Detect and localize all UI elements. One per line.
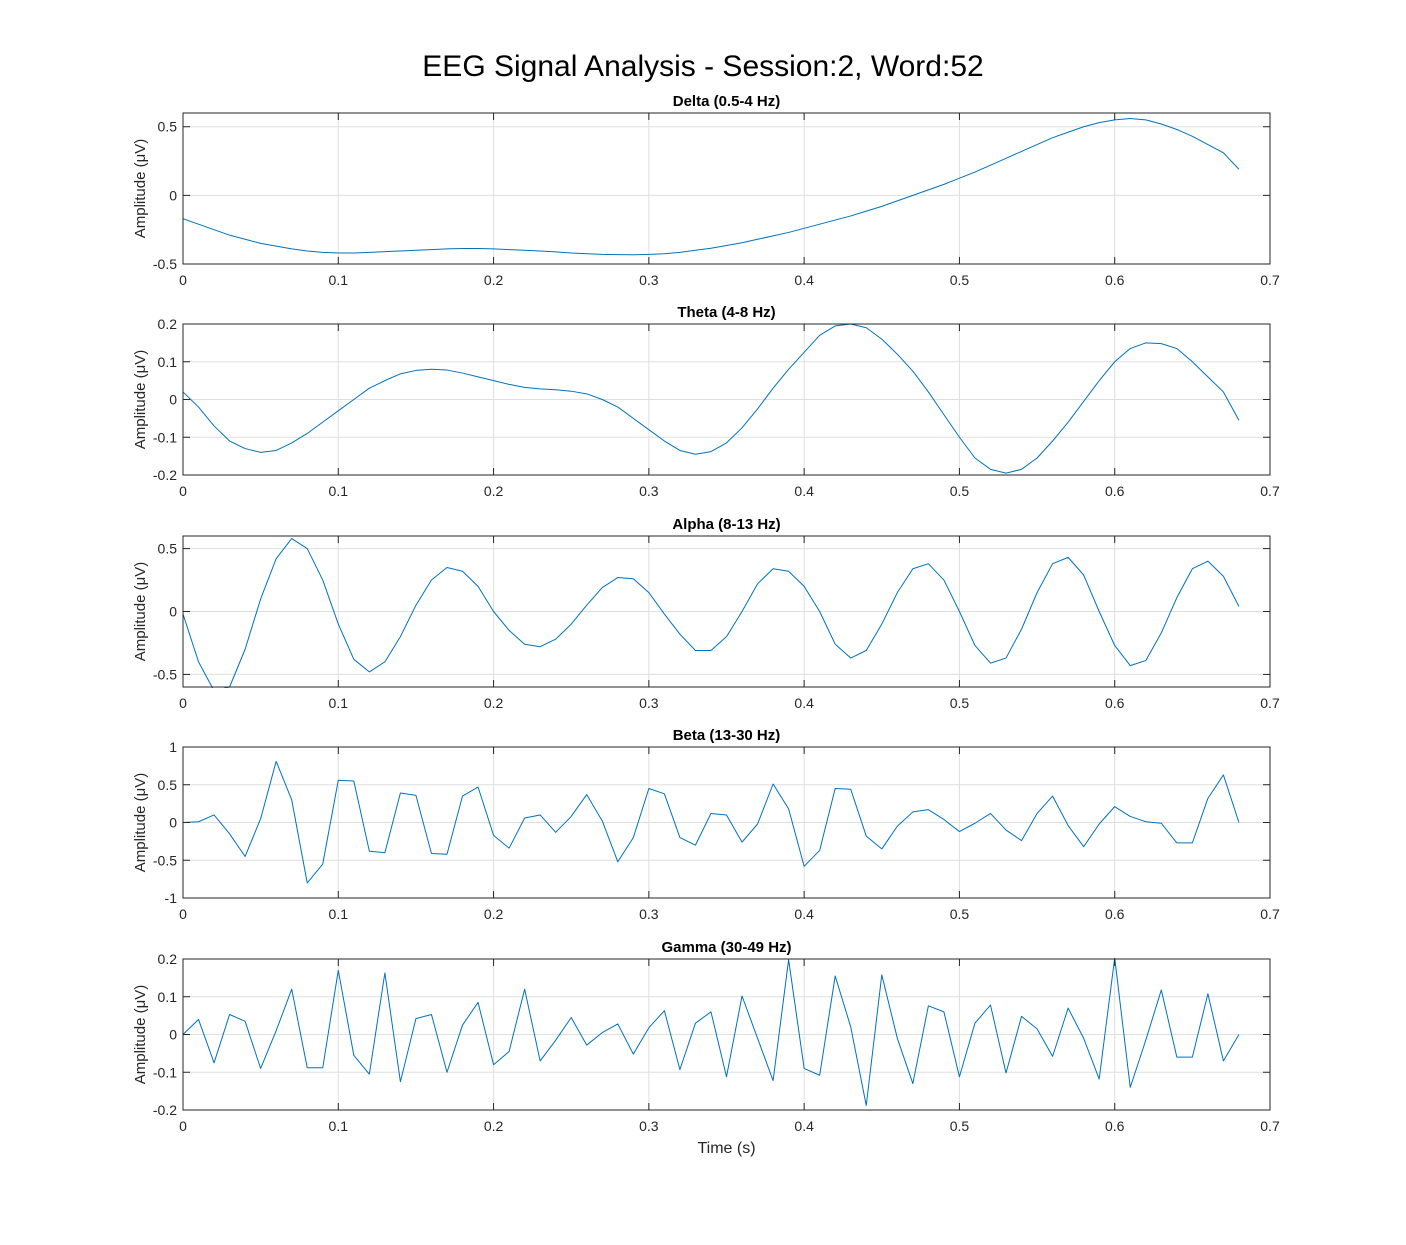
x-tick-label: 0.2 xyxy=(484,272,504,288)
y-tick-label: 0 xyxy=(169,392,177,408)
y-tick-label: 1 xyxy=(169,739,177,755)
x-tick-label: 0.7 xyxy=(1260,695,1280,711)
subplot-title: Beta (13-30 Hz) xyxy=(673,727,781,744)
x-tick-label: 0.7 xyxy=(1260,483,1280,499)
series-line-0 xyxy=(183,323,1240,474)
x-tick-label: 0.3 xyxy=(639,483,659,499)
y-tick-label: 0 xyxy=(169,187,177,203)
x-tick-label: 0.4 xyxy=(794,695,814,711)
subplot-title: Delta (0.5-4 Hz) xyxy=(673,93,781,110)
x-tick-label: 0.4 xyxy=(794,272,814,288)
subplot-3: 0 0.1 0.2 0.3 0.4 0.5 0.6 0.7 -1 -0.5 0 0.5 1 Beta (1… xyxy=(132,727,1280,922)
y-tick-label: 0.5 xyxy=(158,541,178,557)
series-line-0 xyxy=(183,117,1240,256)
x-tick-label: 0.6 xyxy=(1105,695,1125,711)
x-tick-label: 0 xyxy=(179,906,187,922)
y-tick-label: -0.5 xyxy=(153,666,177,682)
plot-area xyxy=(183,113,1270,264)
x-tick-label: 0.5 xyxy=(950,906,970,922)
x-tick-label: 0.5 xyxy=(950,1118,970,1134)
y-tick-label: 0.2 xyxy=(158,951,178,967)
y-tick-label: 0.5 xyxy=(158,119,178,135)
y-tick-label: -0.5 xyxy=(153,852,177,868)
y-tick-label: -0.2 xyxy=(153,467,177,483)
x-tick-label: 0.2 xyxy=(484,1118,504,1134)
x-tick-label: 0.3 xyxy=(639,272,659,288)
y-tick-label: -0.2 xyxy=(153,1102,177,1118)
x-axis-label: Time (s) xyxy=(697,1140,755,1157)
subplot-4: 0 0.1 0.2 0.3 0.4 0.5 0.6 0.7 -0.2 -0.1 0 0.1 0.2 Gam… xyxy=(132,939,1280,1157)
y-tick-label: 0.1 xyxy=(158,989,178,1005)
y-tick-label: 0.2 xyxy=(158,316,178,332)
x-tick-label: 0.7 xyxy=(1260,906,1280,922)
series-line-0 xyxy=(183,538,1240,688)
x-tick-label: 0.2 xyxy=(484,695,504,711)
x-tick-label: 0.1 xyxy=(329,1118,349,1134)
x-tick-label: 0.2 xyxy=(484,906,504,922)
y-axis-label: Amplitude (μV) xyxy=(132,773,149,873)
y-tick-label: -0.1 xyxy=(153,429,177,445)
y-axis-label: Amplitude (μV) xyxy=(132,562,149,662)
x-tick-label: 0 xyxy=(179,483,187,499)
y-tick-label: 0.5 xyxy=(158,777,178,793)
x-tick-label: 0.6 xyxy=(1105,906,1125,922)
x-tick-label: 0.1 xyxy=(329,483,349,499)
y-tick-label: 0.1 xyxy=(158,354,178,370)
x-tick-label: 0.1 xyxy=(329,272,349,288)
x-tick-label: 0.3 xyxy=(639,906,659,922)
subplot-title: Theta (4-8 Hz) xyxy=(677,304,775,321)
x-tick-label: 0.3 xyxy=(639,695,659,711)
y-axis-label: Amplitude (μV) xyxy=(132,985,149,1085)
x-tick-label: 0.2 xyxy=(484,483,504,499)
x-tick-label: 0.1 xyxy=(329,695,349,711)
subplot-title: Gamma (30-49 Hz) xyxy=(661,939,791,956)
x-tick-label: 0 xyxy=(179,695,187,711)
x-tick-label: 0.5 xyxy=(950,695,970,711)
series-line-0 xyxy=(183,760,1240,884)
x-tick-label: 0 xyxy=(179,1118,187,1134)
x-tick-label: 0.7 xyxy=(1260,1118,1280,1134)
subplot-title: Alpha (8-13 Hz) xyxy=(672,516,780,533)
series-line-0 xyxy=(183,958,1240,1106)
x-tick-label: 0.5 xyxy=(950,483,970,499)
x-tick-label: 0.3 xyxy=(639,1118,659,1134)
x-tick-label: 0.4 xyxy=(794,906,814,922)
y-axis-label: Amplitude (μV) xyxy=(132,350,149,450)
x-tick-label: 0.5 xyxy=(950,272,970,288)
subplot-1: 0 0.1 0.2 0.3 0.4 0.5 0.6 0.7 -0.2 -0.1 0 0.1 0.2 The… xyxy=(132,304,1280,499)
x-tick-label: 0.4 xyxy=(794,1118,814,1134)
y-tick-label: -1 xyxy=(165,890,178,906)
x-tick-label: 0.6 xyxy=(1105,272,1125,288)
y-tick-label: 0 xyxy=(169,604,177,620)
x-tick-label: 0.7 xyxy=(1260,272,1280,288)
x-tick-label: 0.1 xyxy=(329,906,349,922)
y-tick-label: 0 xyxy=(169,1027,177,1043)
y-tick-label: -0.5 xyxy=(153,256,177,272)
x-tick-label: 0 xyxy=(179,272,187,288)
x-tick-label: 0.4 xyxy=(794,483,814,499)
figure-title: EEG Signal Analysis - Session:2, Word:52 xyxy=(422,50,983,83)
x-tick-label: 0.6 xyxy=(1105,483,1125,499)
y-axis-label: Amplitude (μV) xyxy=(132,139,149,239)
y-tick-label: -0.1 xyxy=(153,1064,177,1080)
x-tick-label: 0.6 xyxy=(1105,1118,1125,1134)
axes-box xyxy=(182,112,1271,265)
y-tick-label: 0 xyxy=(169,815,177,831)
